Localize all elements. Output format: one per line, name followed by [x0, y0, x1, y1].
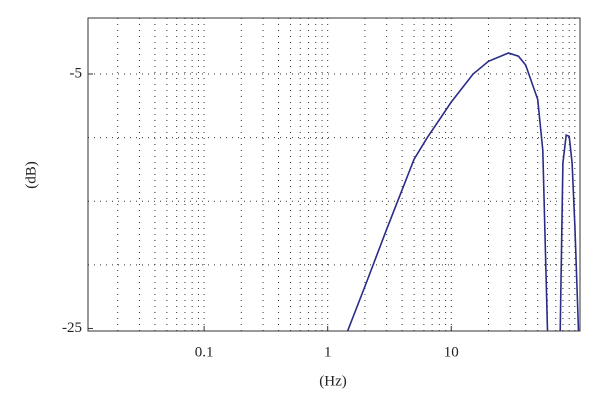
y-tick-label: -5 — [70, 65, 83, 81]
line-series — [346, 52, 580, 331]
x-tick-label: 1 — [324, 344, 332, 360]
y-axis-label: (dB) — [23, 161, 39, 189]
x-axis-label: (Hz) — [319, 373, 346, 389]
x-tick-label: 0.1 — [195, 344, 214, 360]
plot-frame — [87, 17, 581, 332]
x-tick-label: 10 — [444, 344, 459, 360]
y-tick-label: -25 — [62, 320, 82, 336]
